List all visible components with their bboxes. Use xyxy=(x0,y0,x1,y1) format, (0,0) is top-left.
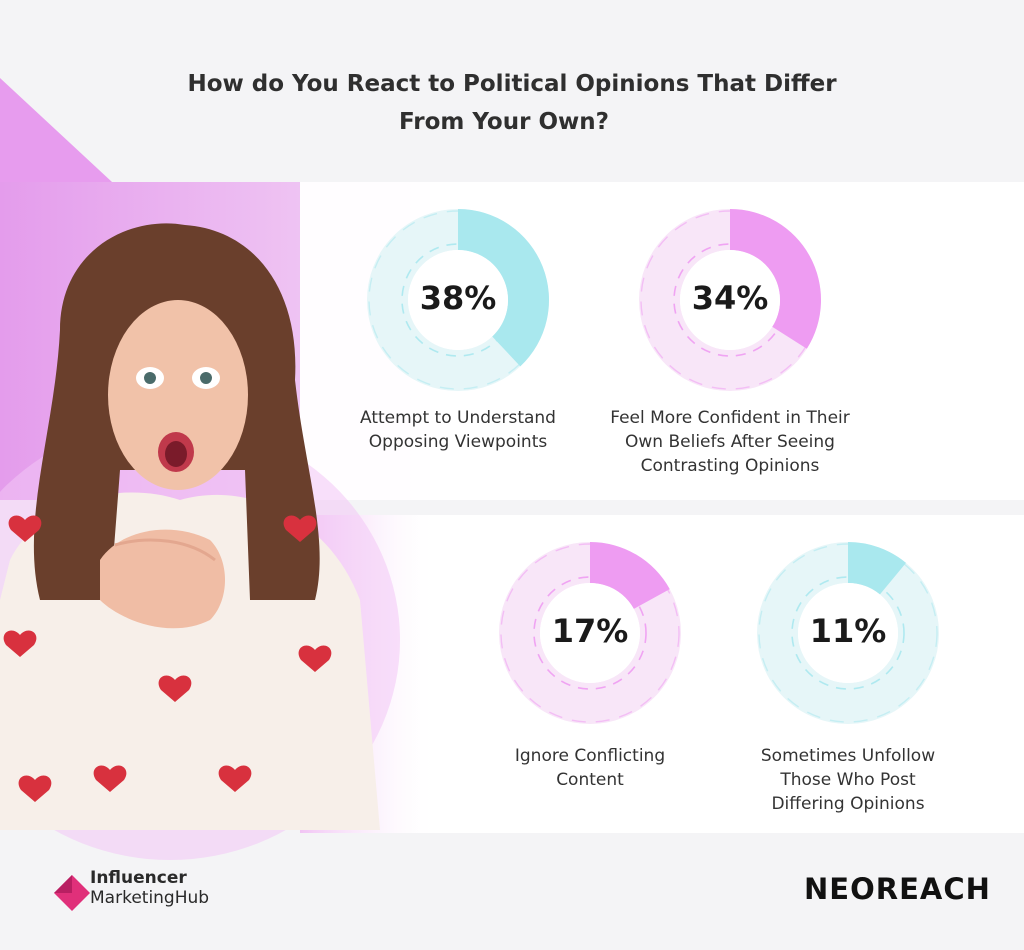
donut-value-label-2: 34% xyxy=(691,279,769,317)
donut-dashed-ring-3 xyxy=(533,576,647,690)
surprised-woman-illustration xyxy=(0,223,400,860)
donut-category-label-1-line-2: Opposing Viewpoints xyxy=(368,432,548,452)
donut-segment-3 xyxy=(590,542,670,609)
influencer-marketing-hub-logo-icon xyxy=(54,875,90,911)
pink-triangle-decoration xyxy=(0,78,112,182)
donut-hole-3 xyxy=(540,583,640,683)
donut-category-label-2-line-3: Contrasting Opinions xyxy=(640,456,820,476)
donut-segment-4 xyxy=(848,542,907,595)
donut-hole-4 xyxy=(798,583,898,683)
donut-category-label-2-line-1: Feel More Confident in Their xyxy=(610,408,850,428)
brand-left-line1: Influencer xyxy=(90,868,187,888)
donut-category-label-4: Sometimes Unfollow Those Who Post Differin… xyxy=(688,744,1008,816)
donut-category-label-2-line-2: Own Beliefs After Seeing xyxy=(625,432,835,452)
donut-hole-1 xyxy=(408,250,508,350)
donut-value-label-3: 17% xyxy=(551,612,629,650)
influencer-marketing-hub-wordmark: Influencer MarketingHub xyxy=(90,868,209,908)
donut-hole-2 xyxy=(680,250,780,350)
chart-title-line2: From Your Own? xyxy=(399,109,609,135)
donut-value-label-4: 11% xyxy=(809,612,887,650)
donut-category-label-1-line-1: Attempt to Understand xyxy=(360,408,556,428)
donut-category-label-4-line-3: Differing Opinions xyxy=(771,794,925,814)
brand-left-line2b: Hub xyxy=(174,888,210,908)
neoreach-logo: NEOREACH xyxy=(804,872,991,906)
chart-title-line1: How do You React to Political Opinions T… xyxy=(187,71,837,97)
donut-category-label-3: Ignore Conflicting Content xyxy=(430,744,750,792)
donut-dashed-ring-4 xyxy=(791,576,905,690)
donut-category-label-4-line-1: Sometimes Unfollow xyxy=(760,746,936,766)
donut-category-label-1: Attempt to Understand Opposing Viewpoints xyxy=(298,406,618,454)
brand-left-line2a: Marketing xyxy=(90,888,175,908)
donut-segment-1 xyxy=(458,209,549,367)
donut-value-label-1: 38% xyxy=(419,279,497,317)
donut-category-label-3-line-1: Ignore Conflicting xyxy=(514,746,666,766)
donut-category-label-3-line-2: Content xyxy=(556,770,624,790)
donut-category-label-2: Feel More Confident in Their Own Beliefs … xyxy=(570,406,890,478)
donut-category-label-4-line-2: Those Who Post xyxy=(780,770,916,790)
donut-charts xyxy=(367,209,939,724)
donut-segment-2 xyxy=(730,209,822,349)
